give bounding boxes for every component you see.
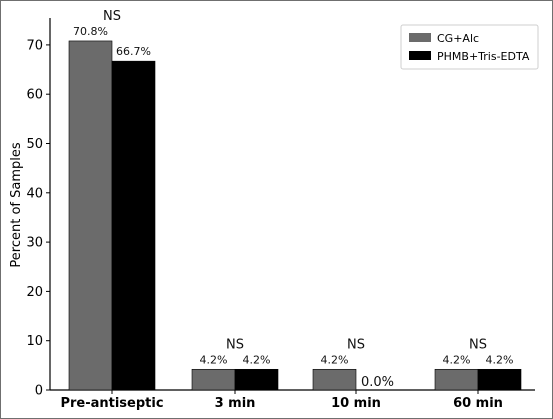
legend-box: [400, 24, 539, 70]
legend-swatch-cg-alc: [409, 33, 431, 42]
y-axis-title: Percent of Samples: [9, 142, 24, 267]
data-label: 66.7%: [116, 45, 151, 58]
x-category-label: 10 min: [331, 396, 381, 411]
data-label: 0.0%: [361, 375, 394, 390]
bar: [111, 60, 156, 391]
y-tick-label: 50: [26, 137, 43, 152]
y-tick-label: 10: [26, 334, 43, 349]
significance-label: NS: [226, 337, 244, 352]
x-category-label: Pre-antiseptic: [60, 396, 163, 411]
bar: [68, 40, 113, 391]
x-category-label: 60 min: [453, 396, 503, 411]
legend-swatch-phmb: [409, 51, 431, 60]
bar: [191, 368, 236, 391]
y-tick-label: 40: [26, 186, 43, 201]
x-category-label: 3 min: [215, 396, 256, 411]
y-tick-label: 20: [26, 285, 43, 300]
data-label: 4.2%: [486, 353, 514, 366]
data-label: 70.8%: [73, 25, 108, 38]
data-label: 4.2%: [443, 353, 471, 366]
data-label: 4.2%: [243, 353, 271, 366]
significance-label: NS: [347, 337, 365, 352]
data-label: 4.2%: [200, 353, 228, 366]
significance-label: NS: [469, 337, 487, 352]
bar: [234, 368, 279, 391]
y-tick-label: 30: [26, 236, 43, 251]
bar: [434, 368, 479, 391]
data-labels: 70.8%66.7%NS4.2% 4.2%NS4.2%0.0%NS4.2% 4.2%…: [73, 9, 513, 390]
bar: [477, 368, 522, 391]
y-tick-label: 60: [26, 88, 43, 103]
significance-label: NS: [103, 9, 121, 24]
bars: [68, 40, 522, 391]
legend: CG+Alc PHMB+Tris-EDTA: [400, 24, 539, 70]
y-tick-label: 0: [35, 384, 43, 399]
data-label: 4.2%: [321, 353, 349, 366]
legend-label-phmb: PHMB+Tris-EDTA: [437, 50, 530, 63]
bar: [312, 368, 357, 391]
y-tick-label: 70: [26, 38, 43, 53]
legend-label-cg-alc: CG+Alc: [437, 32, 479, 45]
